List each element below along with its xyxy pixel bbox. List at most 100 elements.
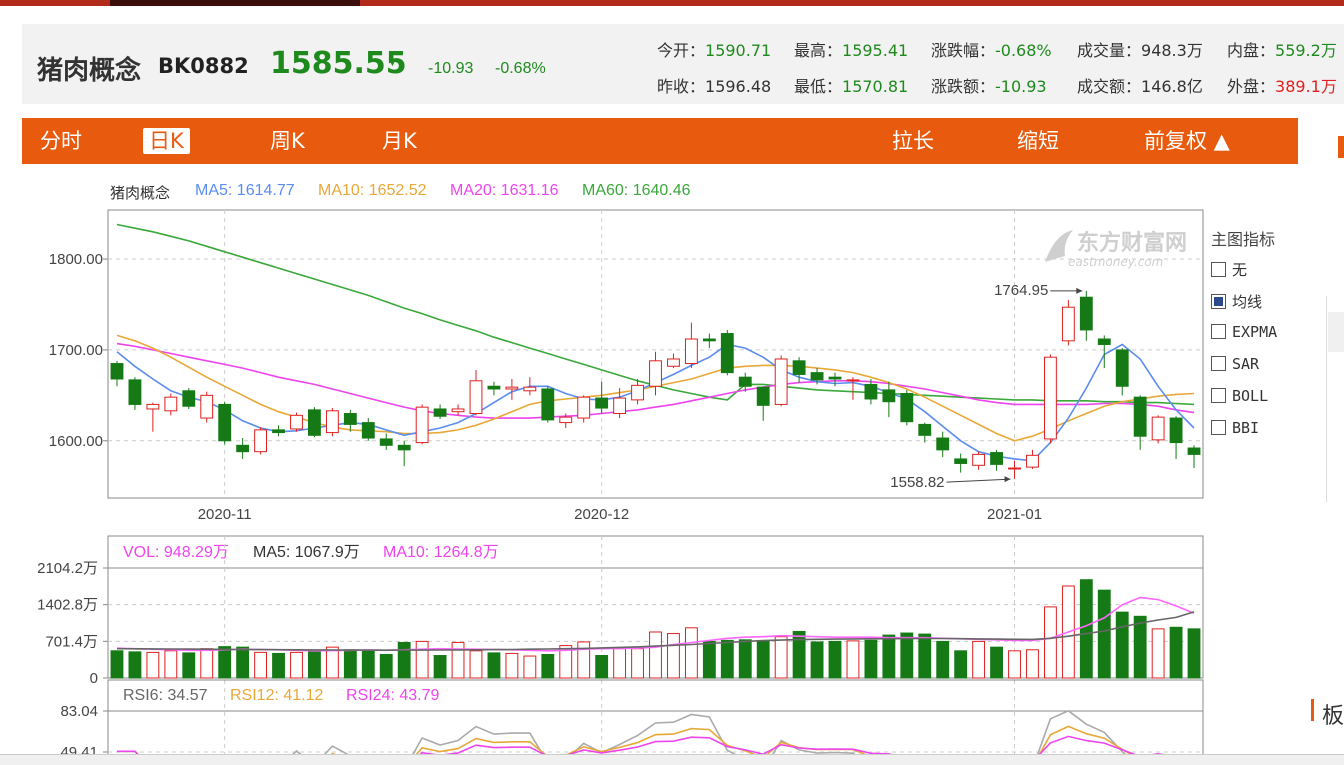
- candle-body: [200, 394, 214, 419]
- candle-body: [1079, 296, 1093, 331]
- quote-header: 猪肉概念 BK0882 1585.55 ▼ -10.93 -0.68% 今开：1…: [22, 24, 1344, 104]
- tab-weekly-k[interactable]: 周K: [270, 129, 305, 153]
- stat-turnover: 成交额：146.8亿: [1077, 77, 1203, 96]
- candle-body: [792, 360, 806, 375]
- checkbox-icon[interactable]: [1211, 388, 1226, 403]
- tab-fenshi[interactable]: 分时: [40, 129, 82, 153]
- volume-bar: [1008, 650, 1021, 679]
- candle-body: [541, 388, 555, 421]
- tab-daily-k[interactable]: 日K: [143, 118, 190, 164]
- legend-ma10: MA10: 1652.52: [318, 182, 427, 199]
- candle-body: [1043, 356, 1057, 440]
- volume-bar: [559, 645, 573, 679]
- volume-bar: [1151, 628, 1165, 679]
- volume-bar: [164, 650, 178, 679]
- candle-body: [846, 379, 860, 382]
- side-divider: [1326, 296, 1344, 502]
- zoom-out-button[interactable]: 缩短: [1017, 129, 1059, 153]
- price-change: -10.93: [428, 60, 474, 77]
- volume-bar: [379, 653, 393, 679]
- candle-body: [1151, 416, 1165, 441]
- volume-bar: [613, 648, 627, 679]
- indicator-expma[interactable]: EXPMA: [1211, 323, 1277, 341]
- tab-monthly-k[interactable]: 月K: [382, 129, 417, 153]
- candle-body: [469, 380, 483, 415]
- chart-tab-bar: 分时 日K 周K 月K 拉长 缩短 前复权 ▲: [22, 118, 1298, 164]
- candle-body: [1187, 447, 1201, 455]
- candle-body: [254, 429, 268, 453]
- candle-body: [864, 383, 878, 400]
- volume-bar: [577, 641, 591, 679]
- candle-body: [918, 423, 932, 436]
- candle-body: [505, 386, 519, 390]
- arrow-head-icon: [1076, 287, 1083, 294]
- candle-body: [523, 386, 537, 392]
- main-chart-frame: [107, 209, 1204, 499]
- price-change-pct: -0.68%: [495, 60, 546, 77]
- candle-body: [720, 333, 734, 374]
- legend-name: 猪肉概念: [110, 184, 171, 202]
- candle-body: [1008, 467, 1021, 470]
- checkbox-icon[interactable]: [1211, 420, 1226, 435]
- volume-bar: [1133, 615, 1147, 679]
- candle-body: [684, 338, 698, 365]
- rsi-legend-24: RSI24: 43.79: [346, 687, 440, 704]
- x-tick-label: 2020-11: [198, 506, 252, 523]
- stat-volume: 成交量：948.3万: [1077, 41, 1203, 60]
- volume-bar: [361, 650, 375, 679]
- checkbox-icon[interactable]: [1211, 324, 1226, 339]
- candle-body: [415, 406, 429, 444]
- volume-bar: [990, 646, 1003, 679]
- volume-bar: [828, 640, 842, 679]
- candle-body: [882, 389, 896, 403]
- checkbox-icon[interactable]: [1211, 356, 1226, 371]
- candle-body: [1169, 417, 1183, 444]
- adjust-dropdown[interactable]: 前复权 ▲: [1144, 129, 1230, 153]
- volume-bar: [308, 651, 321, 679]
- side-panel-fragment: [1328, 312, 1344, 352]
- legend-ma5: MA5: 1614.77: [195, 182, 295, 199]
- rsi-frame: [107, 679, 1204, 764]
- volume-bar: [523, 655, 537, 679]
- y-tick-label: 1600.00: [49, 433, 103, 450]
- volume-bar: [667, 633, 680, 679]
- indicator-boll[interactable]: BOLL: [1211, 387, 1268, 405]
- volume-bar: [541, 653, 555, 679]
- candle-body: [667, 358, 680, 367]
- checkbox-checked-icon[interactable]: [1211, 294, 1226, 309]
- volume-bar: [720, 639, 734, 679]
- candle-body: [900, 393, 914, 423]
- candle-body: [128, 379, 142, 405]
- candle-body: [1097, 338, 1111, 345]
- stat-change-amt: 涨跌额：-10.93: [931, 77, 1047, 96]
- zoom-in-button[interactable]: 拉长: [892, 129, 934, 153]
- volume-bar: [146, 651, 160, 679]
- vol-legend-ma10: MA10: 1264.8万: [383, 544, 499, 561]
- candle-body: [487, 385, 501, 390]
- checkbox-icon[interactable]: [1211, 262, 1226, 277]
- indicator-none[interactable]: 无: [1211, 259, 1247, 280]
- watermark-logo: 东方财富网 eastmoney.com: [1045, 230, 1187, 269]
- vol-ma10-line: [116, 611, 1195, 652]
- volume-bar: [684, 627, 698, 679]
- candle-body: [577, 396, 591, 419]
- low-annotation: 1558.82: [890, 474, 944, 491]
- candle-body: [810, 372, 824, 381]
- indicator-ma[interactable]: 均线: [1211, 291, 1262, 312]
- status-bar: [0, 754, 1344, 765]
- candle-body: [631, 384, 644, 401]
- volume-bar: [1043, 606, 1057, 679]
- volume-bar: [1026, 649, 1039, 679]
- stat-open: 今开：1590.71: [657, 41, 772, 60]
- candle-body: [756, 386, 770, 406]
- stat-low: 最低：1570.81: [794, 77, 909, 96]
- volume-bar: [272, 652, 285, 679]
- volume-bar: [882, 634, 896, 679]
- indicator-sar[interactable]: SAR: [1211, 355, 1259, 373]
- indicator-bbi[interactable]: BBI: [1211, 419, 1259, 437]
- stock-code: BK0882: [158, 54, 249, 78]
- ma20-line: [116, 342, 1195, 419]
- volume-bar: [954, 650, 968, 679]
- candle-body: [559, 416, 573, 424]
